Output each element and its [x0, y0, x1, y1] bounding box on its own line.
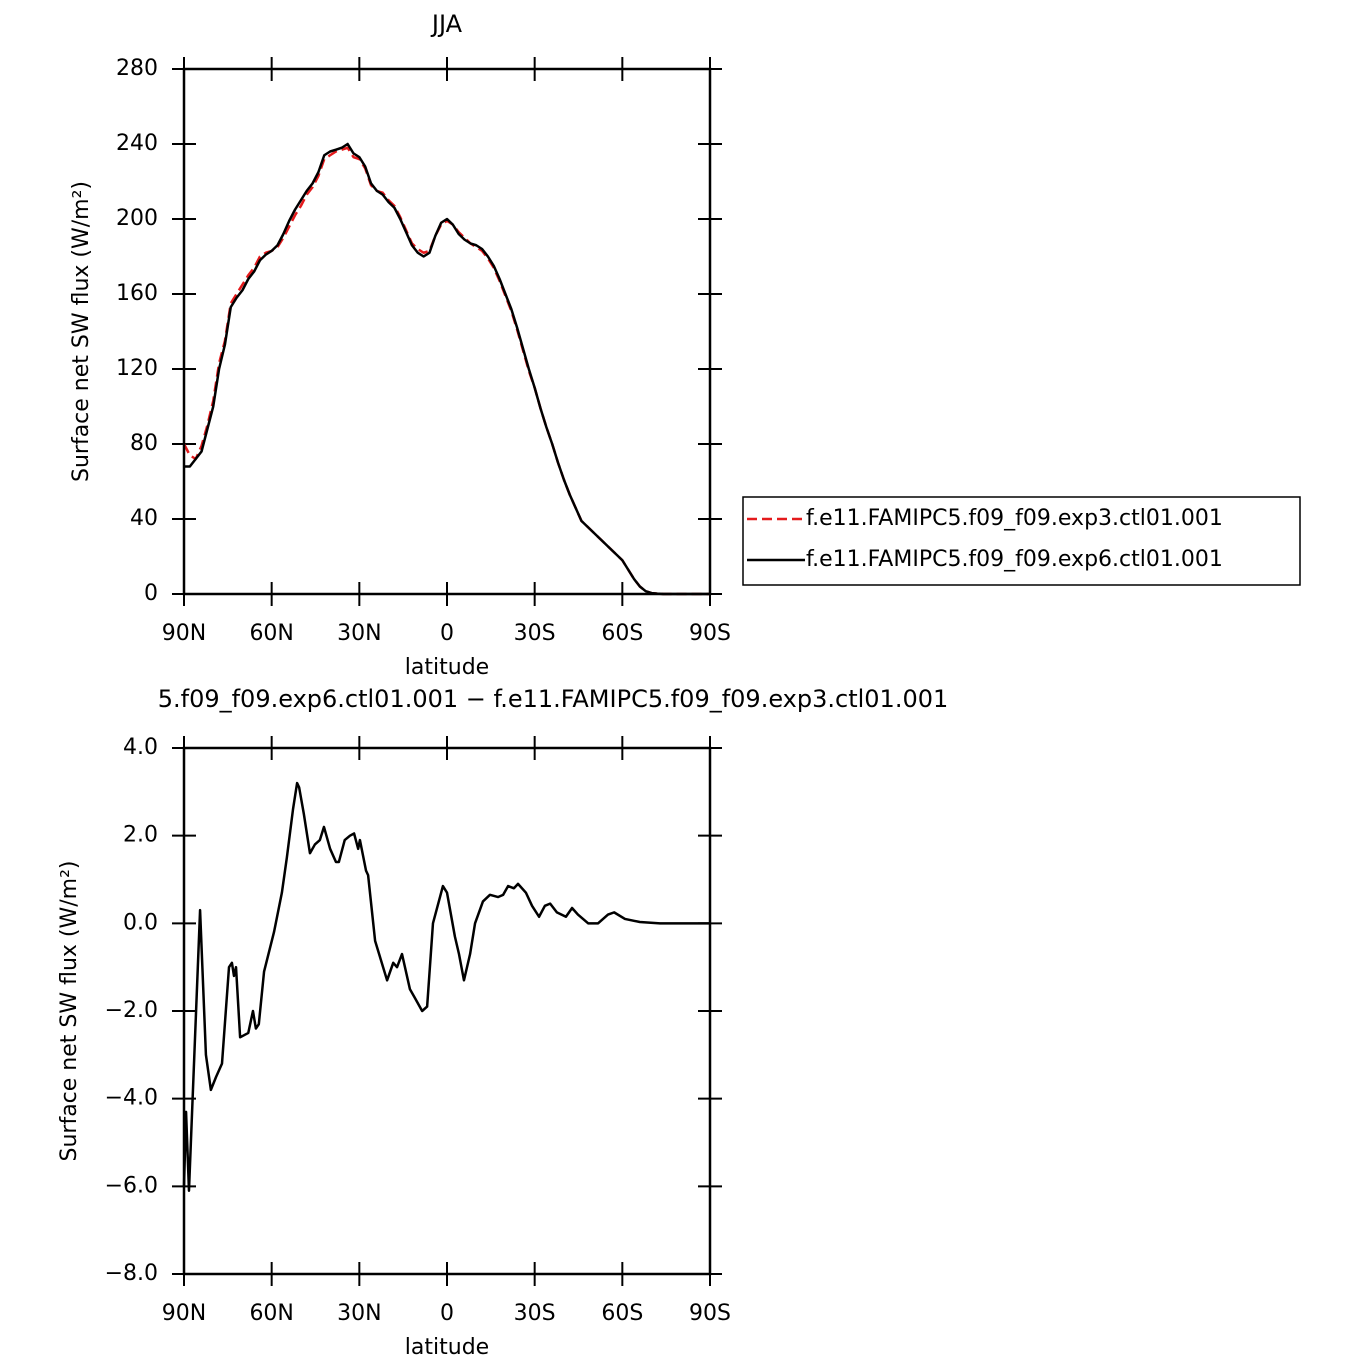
- y-tick-label: −8.0: [105, 1261, 158, 1286]
- y-tick-label: 40: [130, 506, 158, 531]
- x-tick-label: 0: [440, 1301, 454, 1326]
- x-tick-label: 30S: [514, 621, 556, 646]
- x-axis-label: latitude: [405, 655, 489, 680]
- y-tick-label: 0: [144, 581, 158, 606]
- y-tick-label: 160: [116, 281, 158, 306]
- y-tick-label: −4.0: [105, 1086, 158, 1111]
- x-tick-label: 60S: [601, 621, 643, 646]
- x-tick-label: 0: [440, 621, 454, 646]
- legend: f.e11.FAMIPC5.f09_f09.exp3.ctl01.001 f.e1…: [742, 496, 1301, 586]
- chart-title: JJA: [430, 10, 463, 38]
- legend-box: [742, 496, 1301, 586]
- y-axis-label: Surface net SW flux (W/m²): [69, 181, 94, 482]
- y-tick-label: 4.0: [123, 735, 158, 760]
- x-tick-label: 60N: [249, 1301, 293, 1326]
- x-axis-label: latitude: [405, 1335, 489, 1360]
- y-tick-label: 80: [130, 431, 158, 456]
- y-tick-label: 120: [116, 356, 158, 381]
- x-tick-label: 30N: [337, 621, 381, 646]
- legend-label: f.e11.FAMIPC5.f09_f09.exp3.ctl01.001: [806, 506, 1223, 531]
- data-line: [182, 146, 710, 596]
- x-tick-label: 90S: [689, 1301, 731, 1326]
- x-tick-label: 60S: [601, 1301, 643, 1326]
- y-tick-label: 280: [116, 56, 158, 81]
- chart-title: 5.f09_f09.exp6.ctl01.001 − f.e11.FAMIPC5…: [158, 685, 949, 713]
- x-tick-label: 90N: [162, 1301, 206, 1326]
- plot-frame: [182, 67, 712, 596]
- y-axis-label: Surface net SW flux (W/m²): [57, 860, 82, 1161]
- y-tick-label: 200: [116, 206, 158, 231]
- y-tick-label: 0.0: [123, 910, 158, 935]
- y-tick-label: 2.0: [123, 823, 158, 848]
- y-tick-label: −6.0: [105, 1173, 158, 1198]
- y-tick-label: 240: [116, 131, 158, 156]
- x-tick-label: 90N: [162, 621, 206, 646]
- data-line: [184, 142, 710, 596]
- x-tick-label: 90S: [689, 621, 731, 646]
- data-line: [182, 781, 710, 1192]
- plot-frame: [182, 746, 712, 1276]
- x-tick-label: 30N: [337, 1301, 381, 1326]
- x-tick-label: 30S: [514, 1301, 556, 1326]
- y-tick-label: −2.0: [105, 998, 158, 1023]
- x-tick-label: 60N: [249, 621, 293, 646]
- legend-label: f.e11.FAMIPC5.f09_f09.exp6.ctl01.001: [806, 547, 1223, 572]
